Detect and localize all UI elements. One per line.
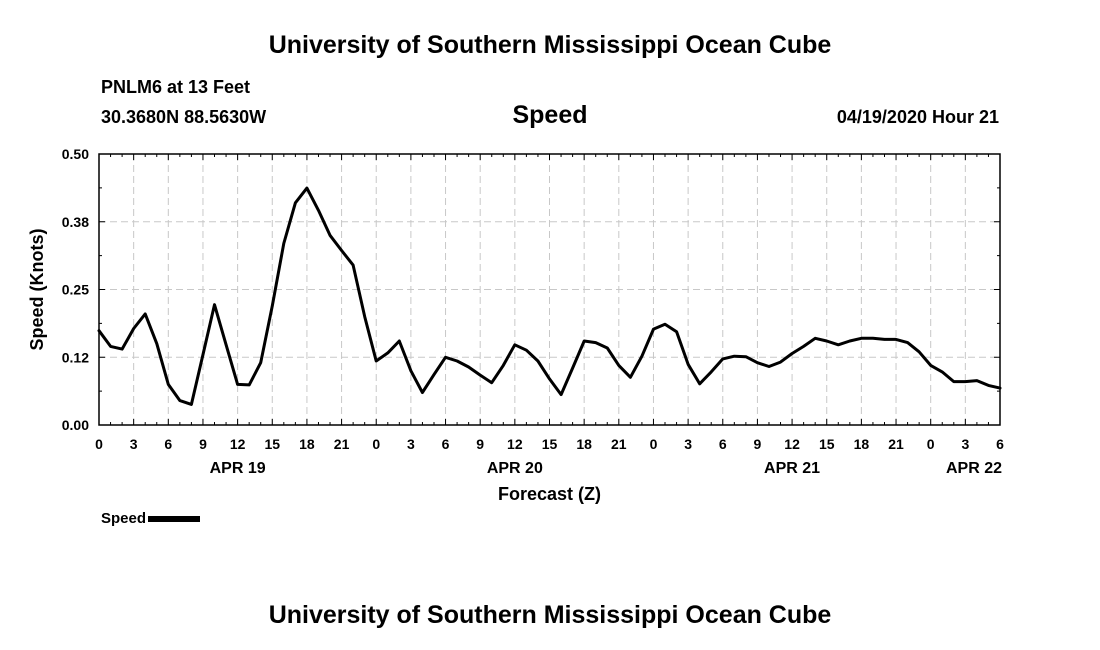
- grid: [99, 154, 1000, 425]
- main-title: University of Southern Mississippi Ocean…: [268, 31, 832, 59]
- x-tick-label: 6: [719, 436, 727, 452]
- y-tick-label: 0.50: [62, 146, 89, 162]
- series-line-speed: [97, 186, 1002, 406]
- x-tick-label: 0: [927, 436, 935, 452]
- x-tick-label: 21: [888, 436, 904, 452]
- x-tick-label: 21: [611, 436, 627, 452]
- x-tick-label: 18: [576, 436, 592, 452]
- x-tick-label: 9: [754, 436, 762, 452]
- y-tick-label: 0.25: [62, 282, 89, 298]
- x-axis-title: Forecast (Z): [498, 484, 601, 504]
- x-tick-label: 18: [299, 436, 315, 452]
- x-tick-label: 6: [996, 436, 1004, 452]
- legend: Speed: [101, 510, 201, 527]
- station-coordinates: 30.3680N 88.5630W: [101, 107, 267, 127]
- date-label: APR 21: [764, 460, 820, 477]
- date-label: APR 19: [210, 460, 266, 477]
- station-label: PNLM6 at 13 Feet: [101, 77, 251, 97]
- x-tick-label: 6: [164, 436, 172, 452]
- plot-frame: [98, 153, 1001, 426]
- x-tick-label: 18: [854, 436, 870, 452]
- chart-title: Speed: [512, 101, 588, 129]
- x-tick-label: 3: [407, 436, 415, 452]
- series-layer: [97, 186, 1002, 406]
- x-tick-label: 15: [264, 436, 280, 452]
- y-tick-label: 0.00: [62, 417, 89, 433]
- issue-datetime: 04/19/2020 Hour 21: [836, 107, 999, 127]
- y-tick-label: 0.12: [62, 349, 89, 365]
- x-tick-label: 12: [784, 436, 800, 452]
- date-label: APR 22: [946, 460, 1002, 477]
- x-tick-label: 12: [230, 436, 246, 452]
- x-tick-label: 15: [819, 436, 835, 452]
- date-label: APR 20: [487, 460, 543, 477]
- x-tick-label: 3: [130, 436, 138, 452]
- x-tick-label: 3: [684, 436, 692, 452]
- x-tick-label: 0: [95, 436, 103, 452]
- x-tick-label: 12: [507, 436, 523, 452]
- x-tick-label: 9: [199, 436, 207, 452]
- x-tick-label: 3: [961, 436, 969, 452]
- y-tick-label: 0.38: [62, 214, 89, 230]
- legend-label: Speed: [101, 510, 147, 527]
- legend-swatch: [148, 516, 201, 523]
- axis-labels: 0 3 6 9 12 15 18 21 0 3 6 9 12 15 18 21 0 3 6 9 12 15 18 21 0 3 6 0…: [27, 146, 1004, 504]
- x-tick-label: 0: [650, 436, 658, 452]
- x-tick-label: 6: [442, 436, 450, 452]
- x-tick-label: 15: [542, 436, 558, 452]
- footer-title: University of Southern Mississippi Ocean…: [268, 601, 832, 629]
- x-tick-label: 21: [334, 436, 350, 452]
- y-axis-title: Speed (Knots): [27, 228, 47, 350]
- x-tick-label: 0: [372, 436, 380, 452]
- x-tick-label: 9: [476, 436, 484, 452]
